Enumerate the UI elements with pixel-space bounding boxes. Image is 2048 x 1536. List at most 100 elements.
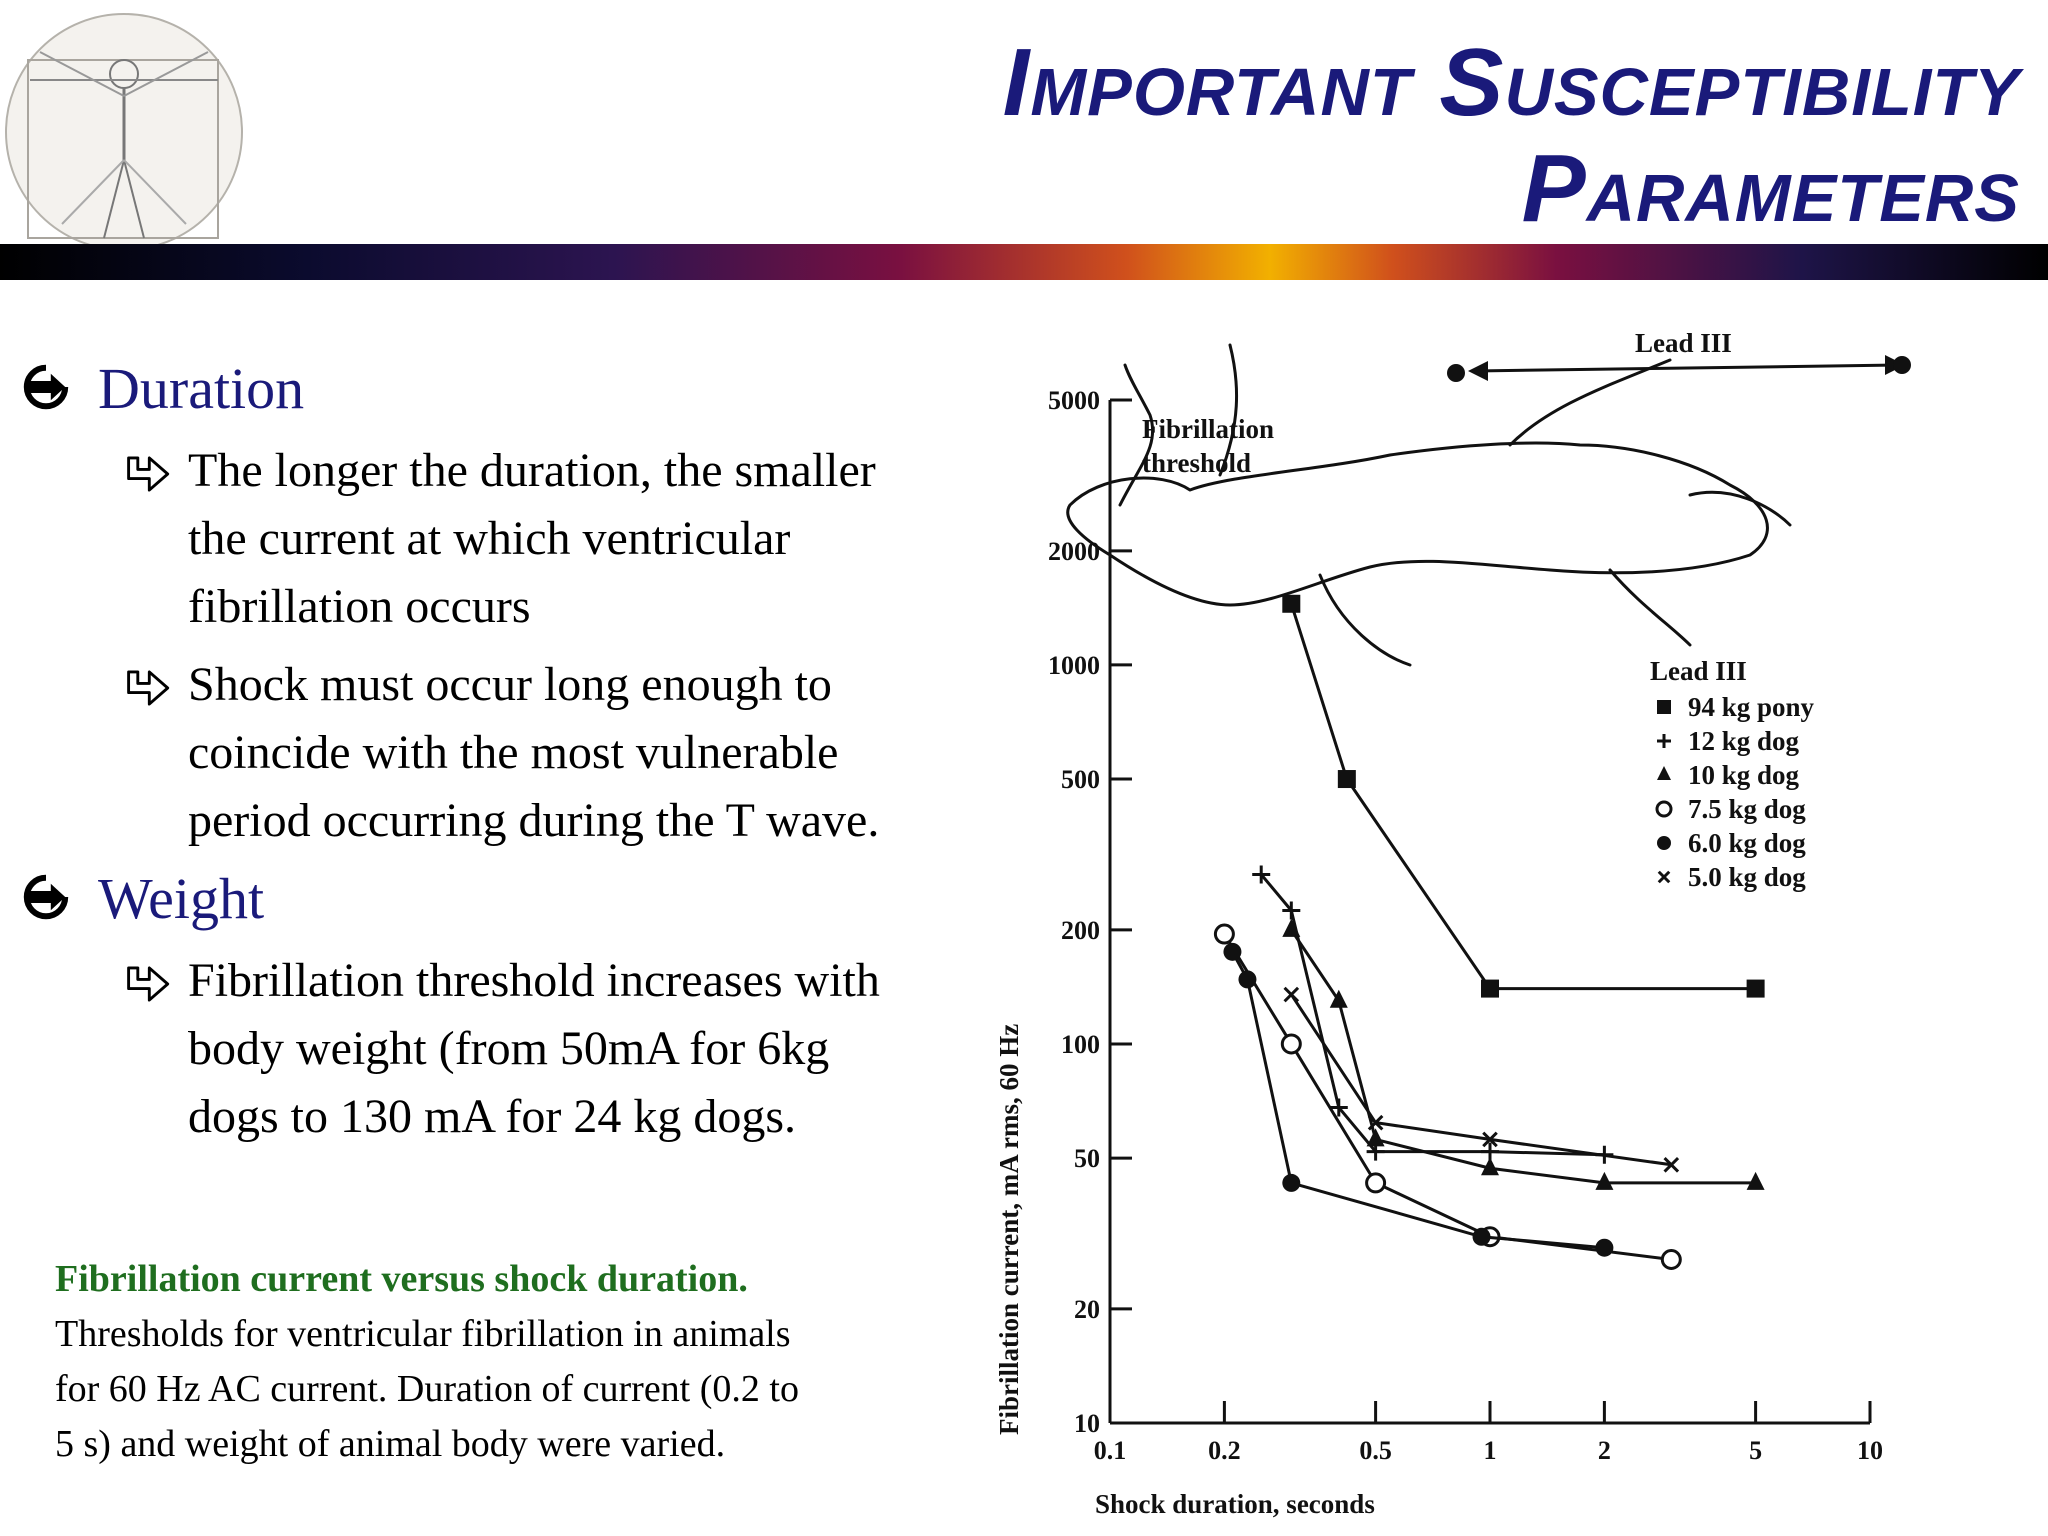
- data-point: [1280, 1033, 1302, 1055]
- x-tick-label: 5: [1749, 1436, 1762, 1465]
- data-point: [1223, 942, 1242, 961]
- data-point: [1213, 923, 1235, 945]
- caption-line: Thresholds for ventricular fibrillation …: [55, 1313, 791, 1355]
- sub-bullet-text: the current at which ventricular: [188, 512, 791, 565]
- caption-line: for 60 Hz AC current. Duration of curren…: [55, 1368, 799, 1410]
- data-point: [1481, 979, 1499, 998]
- vitruvian-man-logo: [5, 13, 243, 250]
- chart-title-word: Fibrillation: [1142, 414, 1274, 444]
- y-tick-label: 20: [1074, 1295, 1100, 1324]
- lead-arrow-head-left: [1468, 361, 1488, 381]
- data-point: [1282, 918, 1301, 937]
- y-tick-label: 2000: [1048, 537, 1100, 566]
- sub-bullet-weight-1: Fibrillation threshold increases with bo…: [22, 947, 1022, 1151]
- sub-bullet-text: body weight (from 50mA for 6kg: [188, 1022, 830, 1075]
- y-tick-label: 200: [1061, 916, 1100, 945]
- bullet-duration: Duration: [22, 355, 1022, 423]
- figure-caption: Fibrillation current versus shock durati…: [55, 1252, 985, 1472]
- y-tick-label: 1000: [1048, 651, 1100, 680]
- x-tick-label: 0.1: [1094, 1436, 1127, 1465]
- y-tick-label: 50: [1074, 1144, 1100, 1173]
- data-point: [1282, 901, 1301, 920]
- data-point: [1595, 1171, 1614, 1190]
- data-point: [1472, 1227, 1491, 1246]
- x-tick-label: 2: [1598, 1436, 1611, 1465]
- legend-item-label: 7.5 kg dog: [1688, 794, 1806, 824]
- arrow-circle-bullet-icon: [23, 364, 69, 410]
- slide-title-line-1: Important Susceptibility: [1002, 29, 2020, 136]
- data-point: [1746, 979, 1765, 998]
- x-tick-label: 0.2: [1208, 1436, 1241, 1465]
- y-tick-label: 10: [1074, 1409, 1100, 1438]
- x-axis-label: Shock duration, seconds: [1095, 1489, 1375, 1519]
- data-point: [1481, 1157, 1499, 1176]
- data-point: [1366, 1128, 1385, 1147]
- series-0: [1282, 594, 1765, 998]
- hollow-arrow-bullet-icon: [127, 966, 170, 1002]
- data-point: [1282, 1173, 1301, 1192]
- chart-axes: 10 20 50 100 200 500 1000 2000 5000 0.1 0.2 0.5 1 2 5 1…: [1048, 386, 1883, 1465]
- fibrillation-chart: 10 20 50 100 200 500 1000 2000 5000 0.1 0.2 0.5 1 2 5 1…: [994, 328, 1911, 1519]
- sub-bullet-text: fibrillation occurs: [188, 580, 531, 633]
- data-point: [1238, 970, 1257, 989]
- chart-title-word: threshold: [1142, 448, 1251, 478]
- series-2: [1282, 918, 1765, 1190]
- sub-bullet-text: The longer the duration, the smaller: [188, 444, 876, 497]
- data-point: [1367, 1114, 1384, 1131]
- bullet-list: Duration The longer the duration, the sm…: [22, 355, 1022, 1161]
- legend-item-label: 94 kg pony: [1688, 692, 1815, 722]
- sub-bullet-text: Fibrillation threshold increases with: [188, 954, 880, 1007]
- legend-item-label: 12 kg dog: [1688, 726, 1800, 756]
- y-tick-label: 5000: [1048, 386, 1100, 415]
- data-point: [1482, 1131, 1498, 1148]
- lead-electrodes: [1447, 355, 1911, 382]
- series-5: [1283, 986, 1680, 1173]
- data-point: [1655, 800, 1673, 818]
- sub-bullet-text: coincide with the most vulnerable: [188, 726, 839, 779]
- data-point: [1663, 1156, 1680, 1173]
- data-point: [1657, 700, 1671, 714]
- data-point: [1329, 989, 1348, 1008]
- sub-bullet-duration-1: The longer the duration, the smaller the…: [22, 437, 1022, 641]
- slide-title: Important Susceptibility Parameters: [520, 30, 2020, 242]
- bullet-duration-label: Duration: [98, 356, 305, 421]
- data-point: [1252, 865, 1271, 884]
- data-point: [1660, 1248, 1682, 1270]
- series-line: [1290, 993, 1672, 1167]
- slide-title-line-2: Parameters: [1521, 135, 2020, 242]
- gradient-divider-bar: [0, 244, 2048, 280]
- data-point: [1746, 1171, 1765, 1190]
- x-tick-label: 1: [1484, 1436, 1497, 1465]
- data-point: [1337, 770, 1356, 789]
- electrode-right: [1893, 356, 1911, 374]
- hollow-arrow-bullet-icon: [127, 670, 170, 706]
- bullet-weight-label: Weight: [98, 866, 265, 931]
- bullet-weight: Weight: [22, 865, 1022, 933]
- electrode-left: [1447, 364, 1465, 382]
- series-line: [1260, 873, 1605, 1157]
- series-line: [1290, 929, 1756, 1185]
- series-4: [1223, 942, 1614, 1257]
- lead-arrow-line: [1474, 363, 1899, 373]
- data-point: [1657, 870, 1671, 884]
- data-point: [1365, 1172, 1387, 1194]
- sub-bullet-duration-2: Shock must occur long enough to coincide…: [22, 651, 1022, 855]
- sub-bullet-text: dogs to 130 mA for 24 kg dogs.: [188, 1090, 797, 1143]
- series-1: [1252, 865, 1614, 1164]
- legend-item-label: 10 kg dog: [1688, 760, 1800, 790]
- data-point: [1657, 836, 1671, 850]
- data-point: [1657, 766, 1671, 780]
- hollow-arrow-bullet-icon: [127, 456, 170, 492]
- dog-diagram-illustration: [1066, 343, 1792, 667]
- diagram-lead-label: Lead III: [1635, 328, 1732, 358]
- data-point: [1657, 734, 1671, 748]
- chart-series: [1213, 594, 1765, 1270]
- legend-item-label: 6.0 kg dog: [1688, 828, 1806, 858]
- series-3: [1213, 923, 1682, 1270]
- series-line: [1223, 933, 1672, 1261]
- data-point: [1283, 986, 1300, 1003]
- caption-title: Fibrillation current versus shock durati…: [55, 1258, 748, 1300]
- caption-line: 5 s) and weight of animal body were vari…: [55, 1423, 726, 1465]
- chart-title: Fibrillation threshold: [1142, 414, 1274, 478]
- sub-bullet-text: Shock must occur long enough to: [188, 658, 832, 711]
